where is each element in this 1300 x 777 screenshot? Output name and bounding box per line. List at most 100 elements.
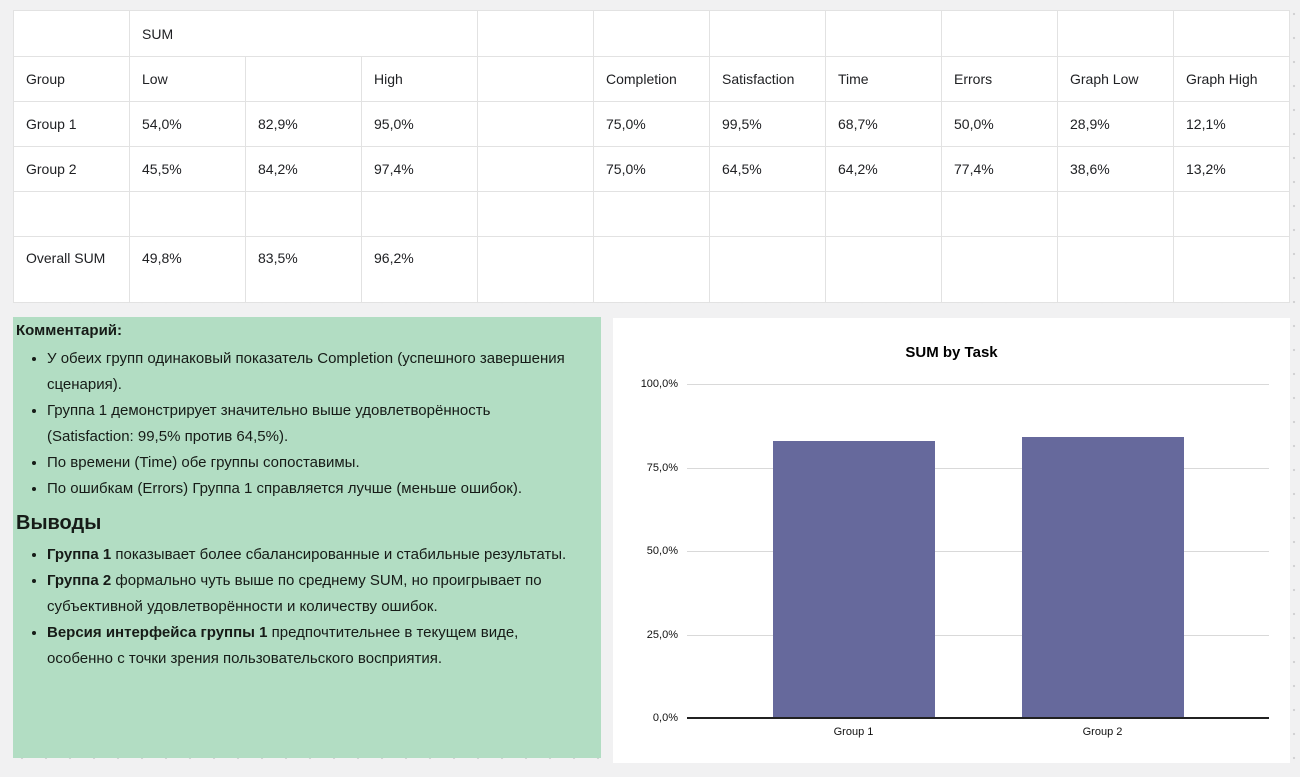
table-cell[interactable] xyxy=(477,191,594,237)
table-cell[interactable] xyxy=(709,191,826,237)
conclusion-bullet: Группа 2 формально чуть выше по среднему… xyxy=(47,568,569,620)
comment-bullet-list: У обеих групп одинаковый показатель Comp… xyxy=(16,346,597,502)
table-cell[interactable] xyxy=(361,191,478,237)
chart-title: SUM by Task xyxy=(905,344,998,361)
column-header-cell[interactable] xyxy=(245,56,362,102)
footer-label-cell[interactable]: Overall SUM xyxy=(13,236,130,303)
table-cell[interactable]: 64,5% xyxy=(709,146,826,192)
column-header-cell[interactable]: High xyxy=(361,56,478,102)
y-axis-tick-label: 75,0% xyxy=(646,461,678,474)
bar-group-2[interactable] xyxy=(1021,436,1184,718)
row-label-cell[interactable]: Group 2 xyxy=(13,146,130,192)
table-cell[interactable]: 50,0% xyxy=(941,101,1058,147)
table-cell[interactable] xyxy=(941,10,1058,57)
table-cell[interactable]: 97,4% xyxy=(361,146,478,192)
y-axis-tick-label: 0,0% xyxy=(652,712,678,724)
comment-heading: Комментарий: xyxy=(16,322,123,339)
comment-bullet-text: У обеих групп одинаковый показатель Comp… xyxy=(47,350,565,393)
table-cell[interactable] xyxy=(593,191,710,237)
table-cell[interactable] xyxy=(477,236,594,303)
table-cell[interactable] xyxy=(709,10,826,57)
comment-bullet-text: По времени (Time) обе группы сопоставимы… xyxy=(47,454,360,471)
table-cell[interactable] xyxy=(941,191,1058,237)
table-cell[interactable]: 45,5% xyxy=(129,146,246,192)
table-cell[interactable] xyxy=(477,101,594,147)
table-cell[interactable]: 75,0% xyxy=(593,146,710,192)
comment-card[interactable]: Комментарий: У обеих групп одинаковый по… xyxy=(13,317,601,758)
table-cell[interactable] xyxy=(245,191,362,237)
comment-bullet-text: Группа 1 демонстрирует значительно выше … xyxy=(47,402,491,445)
row-label-cell[interactable] xyxy=(13,191,130,237)
table-cell[interactable] xyxy=(1057,191,1174,237)
table-row: Overall SUM 49,8% 83,5% 96,2% xyxy=(13,236,1290,303)
table-cell[interactable] xyxy=(477,146,594,192)
table-cell[interactable] xyxy=(1057,10,1174,57)
table-cell[interactable] xyxy=(709,236,826,303)
y-axis-tick-label: 25,0% xyxy=(646,628,678,641)
table-cell[interactable] xyxy=(477,10,594,57)
sum-header-cell[interactable]: SUM xyxy=(129,10,478,57)
column-header-cell[interactable]: Low xyxy=(129,56,246,102)
conclusion-bullet: Версия интерфейса группы 1 предпочтитель… xyxy=(47,620,569,672)
table-cell[interactable] xyxy=(13,10,130,57)
table-cell[interactable]: 95,0% xyxy=(361,101,478,147)
gridline xyxy=(687,551,1269,552)
table-cell[interactable]: 75,0% xyxy=(593,101,710,147)
x-axis-category-label: Group 2 xyxy=(1082,726,1123,738)
comment-bullet: По ошибкам (Errors) Группа 1 справляется… xyxy=(47,476,569,502)
column-header-cell[interactable]: Completion xyxy=(593,56,710,102)
column-header-cell[interactable]: Time xyxy=(825,56,942,102)
table-cell[interactable] xyxy=(941,236,1058,303)
conclusion-lead: Группа 1 xyxy=(47,546,112,563)
conclusion-lead: Версия интерфейса группы 1 xyxy=(47,624,268,641)
chart-plot-area: 100,0% 75,0% 50,0% 25,0% 0,0% Group 1 Group 2 xyxy=(641,378,1269,738)
metrics-table: SUM Group Low High Completion Satisfaction Tim… xyxy=(13,10,1290,303)
table-row: Group 1 54,0% 82,9% 95,0% 75,0% 99,5% 68,7% 50,… xyxy=(13,101,1290,147)
column-header-cell[interactable]: Graph Low xyxy=(1057,56,1174,102)
table-cell[interactable] xyxy=(129,191,246,237)
table-cell[interactable] xyxy=(1173,10,1290,57)
table-cell[interactable] xyxy=(825,236,942,303)
comment-bullet: У обеих групп одинаковый показатель Comp… xyxy=(47,346,569,398)
table-cell[interactable]: 49,8% xyxy=(129,236,246,303)
table-cell[interactable]: 96,2% xyxy=(361,236,478,303)
table-cell[interactable]: 83,5% xyxy=(245,236,362,303)
column-header-cell[interactable]: Errors xyxy=(941,56,1058,102)
column-header-cell[interactable] xyxy=(477,56,594,102)
table-cell[interactable] xyxy=(593,10,710,57)
table-cell[interactable] xyxy=(825,10,942,57)
table-cell[interactable]: 64,2% xyxy=(825,146,942,192)
bar-group-1[interactable] xyxy=(772,441,935,718)
table-row: SUM xyxy=(13,10,1290,57)
comment-bullet-text: По ошибкам (Errors) Группа 1 справляется… xyxy=(47,480,523,497)
column-header-cell[interactable]: Graph High xyxy=(1173,56,1290,102)
conclusions-bullet-list: Группа 1 показывает более сбалансированн… xyxy=(16,542,597,672)
x-axis-baseline xyxy=(687,717,1269,719)
table-cell[interactable] xyxy=(1173,191,1290,237)
table-row: Group 2 45,5% 84,2% 97,4% 75,0% 64,5% 64,2% 77,… xyxy=(13,146,1290,192)
column-header-cell[interactable]: Satisfaction xyxy=(709,56,826,102)
conclusion-lead: Группа 2 xyxy=(47,572,112,589)
column-header-cell[interactable]: Group xyxy=(13,56,130,102)
conclusion-text: предпочтительнее в текущем виде, особенн… xyxy=(47,624,519,667)
table-cell[interactable]: 38,6% xyxy=(1057,146,1174,192)
table-cell[interactable] xyxy=(593,236,710,303)
gridline xyxy=(687,634,1269,636)
table-cell[interactable] xyxy=(1057,236,1174,303)
table-cell[interactable]: 68,7% xyxy=(825,101,942,147)
chart-card[interactable]: SUM by Task 100,0% 75,0% 50,0% 25,0% 0,0% Gro… xyxy=(613,318,1290,763)
row-label-cell[interactable]: Group 1 xyxy=(13,101,130,147)
metrics-table-card: SUM Group Low High Completion Satisfaction Tim… xyxy=(13,10,1290,303)
table-cell[interactable]: 54,0% xyxy=(129,101,246,147)
table-row xyxy=(13,191,1290,237)
table-cell[interactable]: 99,5% xyxy=(709,101,826,147)
table-cell[interactable] xyxy=(1173,236,1290,303)
table-cell[interactable]: 28,9% xyxy=(1057,101,1174,147)
table-cell[interactable] xyxy=(825,191,942,237)
table-cell[interactable]: 84,2% xyxy=(245,146,362,192)
table-cell[interactable]: 12,1% xyxy=(1173,101,1290,147)
table-cell[interactable]: 13,2% xyxy=(1173,146,1290,192)
table-cell[interactable]: 77,4% xyxy=(941,146,1058,192)
table-cell[interactable]: 82,9% xyxy=(245,101,362,147)
